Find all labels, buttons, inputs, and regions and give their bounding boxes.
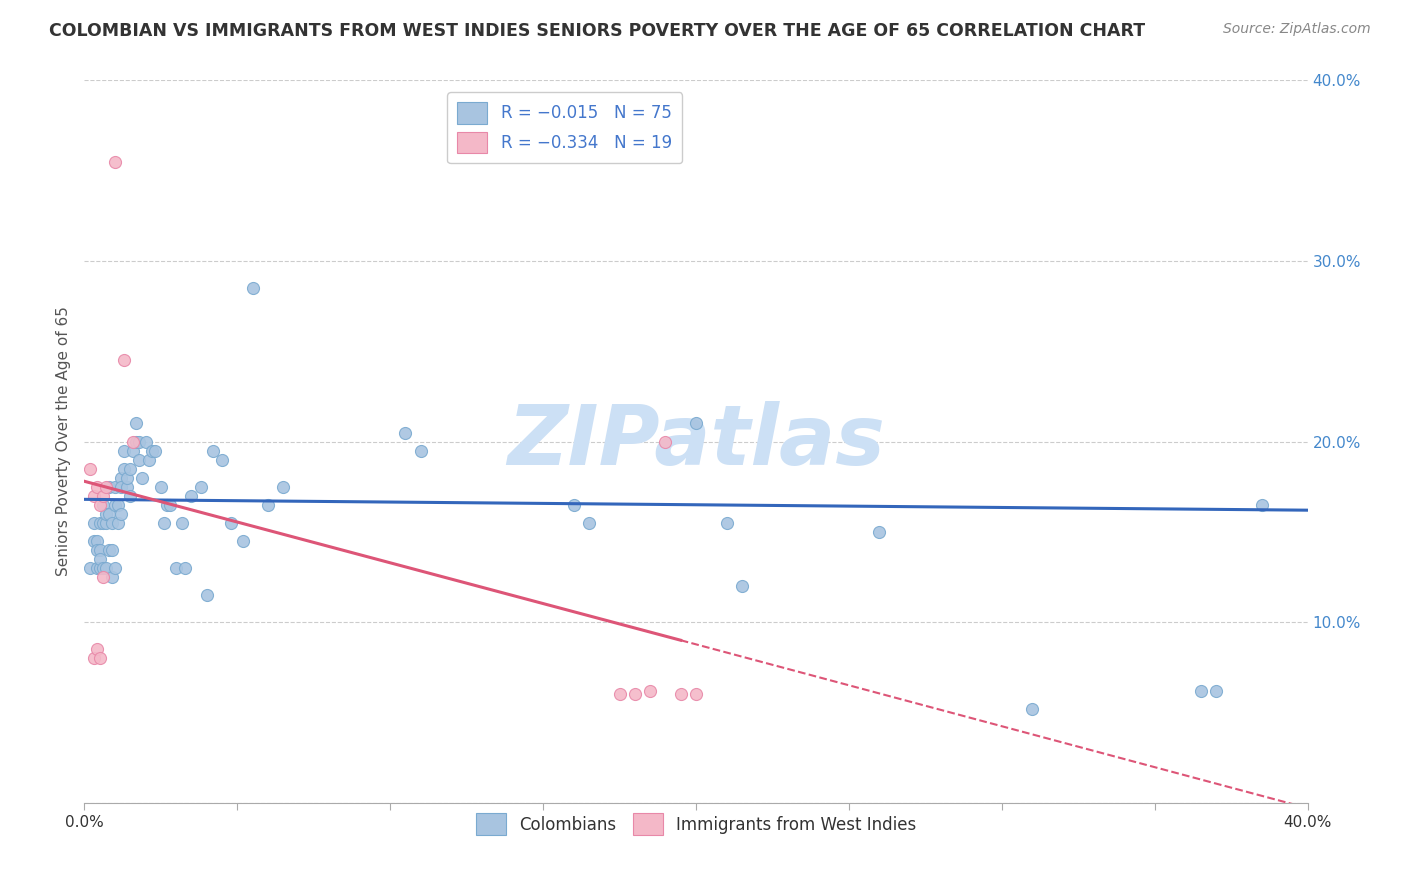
Point xyxy=(135,434,157,449)
Point xyxy=(89,552,111,566)
Point xyxy=(125,434,148,449)
Point xyxy=(201,443,224,458)
Point xyxy=(131,471,153,485)
Point xyxy=(110,507,132,521)
Point xyxy=(104,498,127,512)
Point xyxy=(94,561,117,575)
Point xyxy=(97,507,120,521)
Point xyxy=(120,461,142,475)
Point xyxy=(83,516,105,530)
Point xyxy=(242,281,264,295)
Point xyxy=(86,642,108,657)
Point xyxy=(110,480,132,494)
Point xyxy=(128,452,150,467)
Text: Source: ZipAtlas.com: Source: ZipAtlas.com xyxy=(1223,22,1371,37)
Point xyxy=(122,443,145,458)
Legend: Colombians, Immigrants from West Indies: Colombians, Immigrants from West Indies xyxy=(470,806,922,841)
Point xyxy=(112,353,135,368)
Point xyxy=(219,516,242,530)
Point xyxy=(1250,498,1272,512)
Point xyxy=(578,516,600,530)
Point xyxy=(86,480,108,494)
Point xyxy=(232,533,254,548)
Point xyxy=(91,516,114,530)
Point xyxy=(271,480,294,494)
Point xyxy=(104,561,127,575)
Point xyxy=(156,498,179,512)
Point xyxy=(669,687,692,701)
Point xyxy=(94,480,117,494)
Point xyxy=(685,687,707,701)
Point xyxy=(107,498,129,512)
Point xyxy=(128,434,150,449)
Point xyxy=(89,542,111,557)
Point xyxy=(83,651,105,665)
Point xyxy=(110,471,132,485)
Point xyxy=(104,480,127,494)
Text: ZIPatlas: ZIPatlas xyxy=(508,401,884,482)
Point xyxy=(83,489,105,503)
Point xyxy=(89,561,111,575)
Point xyxy=(79,461,101,475)
Point xyxy=(195,588,218,602)
Point xyxy=(115,471,138,485)
Point xyxy=(97,480,120,494)
Point xyxy=(94,507,117,521)
Point xyxy=(107,516,129,530)
Point xyxy=(409,443,432,458)
Point xyxy=(120,489,142,503)
Point xyxy=(112,443,135,458)
Point xyxy=(79,561,101,575)
Point xyxy=(172,516,194,530)
Point xyxy=(91,489,114,503)
Point xyxy=(624,687,647,701)
Point xyxy=(122,434,145,449)
Point xyxy=(91,498,114,512)
Point xyxy=(159,498,181,512)
Point xyxy=(562,498,585,512)
Point xyxy=(143,443,166,458)
Point xyxy=(89,651,111,665)
Point xyxy=(112,461,135,475)
Point xyxy=(94,516,117,530)
Point xyxy=(115,480,138,494)
Point xyxy=(86,533,108,548)
Y-axis label: Seniors Poverty Over the Age of 65: Seniors Poverty Over the Age of 65 xyxy=(56,307,72,576)
Point xyxy=(638,683,661,698)
Point xyxy=(141,443,163,458)
Point xyxy=(716,516,738,530)
Point xyxy=(190,480,212,494)
Point xyxy=(153,516,176,530)
Point xyxy=(394,425,416,440)
Point xyxy=(1021,702,1043,716)
Point xyxy=(174,561,197,575)
Text: COLOMBIAN VS IMMIGRANTS FROM WEST INDIES SENIORS POVERTY OVER THE AGE OF 65 CORR: COLOMBIAN VS IMMIGRANTS FROM WEST INDIES… xyxy=(49,22,1146,40)
Point xyxy=(654,434,676,449)
Point xyxy=(211,452,233,467)
Point xyxy=(609,687,631,701)
Point xyxy=(165,561,187,575)
Point xyxy=(869,524,891,539)
Point xyxy=(149,480,172,494)
Point xyxy=(91,570,114,584)
Point xyxy=(685,417,707,431)
Point xyxy=(89,498,111,512)
Point xyxy=(83,533,105,548)
Point xyxy=(138,452,160,467)
Point xyxy=(180,489,202,503)
Point xyxy=(1205,683,1227,698)
Point xyxy=(731,579,754,593)
Point xyxy=(101,542,124,557)
Point xyxy=(86,561,108,575)
Point xyxy=(104,154,127,169)
Point xyxy=(101,570,124,584)
Point xyxy=(125,417,148,431)
Point xyxy=(89,516,111,530)
Point xyxy=(257,498,280,512)
Point xyxy=(86,542,108,557)
Point xyxy=(1189,683,1212,698)
Point xyxy=(97,542,120,557)
Point xyxy=(101,516,124,530)
Point xyxy=(91,561,114,575)
